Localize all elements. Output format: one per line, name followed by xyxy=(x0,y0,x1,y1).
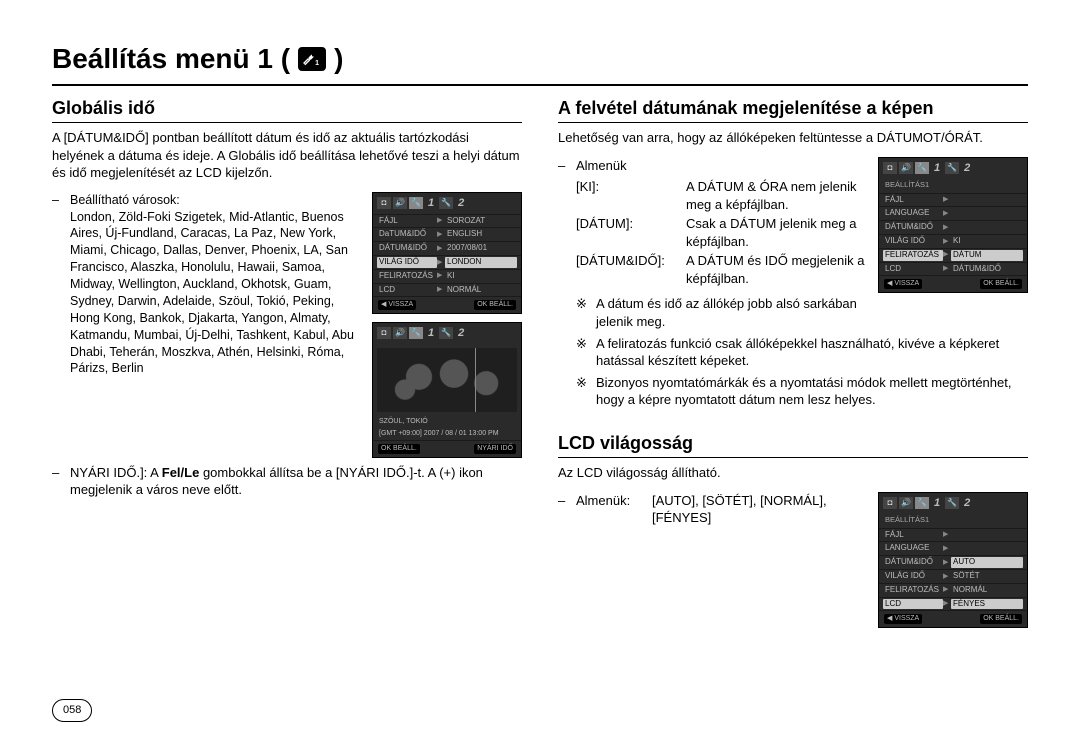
global-time-intro: A [DÁTUM&IDŐ] pontban beállított dátum é… xyxy=(52,129,522,182)
lcd-row: LCD▶FÉNYES xyxy=(879,597,1027,611)
page-title: Beállítás menü 1 ( 1 ) xyxy=(52,40,1028,86)
lcd-back: ◀ VISSZA xyxy=(884,279,922,288)
right-column: A felvétel dátumának megjelenítése a kép… xyxy=(558,96,1028,636)
definition-row: [KI]:A DÁTUM & ÓRA nem jelenik meg a kép… xyxy=(576,178,866,213)
lcd-ok: OK BEÁLL. xyxy=(980,614,1022,623)
lcd-row: VILÁG IDŐ▶KI xyxy=(879,234,1027,248)
lcd-screenshot-imprint: ◘ 🔊 🔧 1 🔧 2 BEÁLLÍTÁS1 FÁJL▶LANGUAGE▶DÁT… xyxy=(878,157,1028,293)
camera-mode-icon: ◘ xyxy=(883,162,897,174)
note-row: ※Bizonyos nyomtatómárkák és a nyomtatási… xyxy=(576,374,1028,409)
bright-submenu-vals: [AUTO], [SÖTÉT], [NORMÁL], [FÉNYES] xyxy=(652,492,866,527)
page-number: 058 xyxy=(52,699,92,722)
lcd-row: FELIRATOZÁS▶KI xyxy=(373,269,521,283)
tab-num-1: 1 xyxy=(425,326,437,341)
camera-mode-icon: ◘ xyxy=(377,327,391,339)
note-row: ※A dátum és idő az állókép jobb alsó sar… xyxy=(576,295,866,330)
lcd-screenshot-brightness: ◘ 🔊 🔧 1 🔧 2 BEÁLLÍTÁS1 FÁJL▶LANGUAGE▶DÁT… xyxy=(878,492,1028,628)
tab-num-2: 2 xyxy=(961,161,973,176)
lcd-back: ◀ VISSZA xyxy=(378,300,416,309)
map-dst: NYÁRI IDŐ xyxy=(474,444,516,453)
wrench2-tab-icon: 🔧 xyxy=(945,162,959,174)
wrench1-tab-icon: 🔧 xyxy=(915,162,929,174)
note-row: ※A feliratozás funkció csak állóképekkel… xyxy=(576,335,1028,370)
lcd-row: DÁTUM&IDŐ▶AUTO xyxy=(879,555,1027,569)
wrench1-tab-icon: 🔧 xyxy=(915,497,929,509)
lcd-row: FÁJL▶ xyxy=(879,528,1027,542)
tab-num-1: 1 xyxy=(425,196,437,211)
cities-list: London, Zöld-Foki Szigetek, Mid-Atlantic… xyxy=(70,209,364,378)
dst-text: NYÁRI IDŐ.]: A Fel/Le gombokkal állítsa … xyxy=(70,464,522,499)
section-global-time: Globális idő xyxy=(52,96,522,123)
map-gmt: [GMT +09:00] 2007 / 08 / 01 13:00 PM xyxy=(373,428,521,440)
lcd-row: FELIRATOZÁS▶NORMÁL xyxy=(879,583,1027,597)
lcd-row: VILÁG IDŐ▶LONDON xyxy=(373,255,521,269)
lcd-row: LCD▶DÁTUM&IDŐ xyxy=(879,262,1027,276)
lcd-screenshot-map: ◘ 🔊 🔧 1 🔧 2 SZÖUL, TOKIÓ [GMT +09:00] 20… xyxy=(372,322,522,458)
lcd-row: FELIRATOZÁS▶DÁTUM xyxy=(879,248,1027,262)
lcd-bright-intro: Az LCD világosság állítható. xyxy=(558,464,1028,482)
definition-row: [DÁTUM]:Csak a DÁTUM jelenik meg a képfá… xyxy=(576,215,866,250)
wrench1-tab-icon: 🔧 xyxy=(409,327,423,339)
wrench-icon: 1 xyxy=(298,47,326,71)
lcd-ok: OK BEÁLL. xyxy=(980,279,1022,288)
lcd-screenshot-worldtime: ◘ 🔊 🔧 1 🔧 2 FÁJL▶SOROZATDaTUM&IDŐ▶ENGLIS… xyxy=(372,192,522,314)
sound-icon: 🔊 xyxy=(899,497,913,509)
lcd-row: LANGUAGE▶ xyxy=(879,541,1027,555)
lcd-row: VILÁG IDŐ▶SÖTÉT xyxy=(879,569,1027,583)
tab-num-1: 1 xyxy=(931,161,943,176)
camera-mode-icon: ◘ xyxy=(377,197,391,209)
cities-label: Beállítható városok: xyxy=(70,192,364,209)
lcd-ok: OK BEÁLL. xyxy=(474,300,516,309)
dash: – xyxy=(52,192,64,378)
imprint-intro: Lehetőség van arra, hogy az állóképeken … xyxy=(558,129,1028,147)
map-ok: OK BEÁLL. xyxy=(378,444,420,453)
tab-num-2: 2 xyxy=(455,196,467,211)
sound-icon: 🔊 xyxy=(899,162,913,174)
lcd-row: DÁTUM&IDŐ▶2007/08/01 xyxy=(373,241,521,255)
lcd-subhead: BEÁLLÍTÁS1 xyxy=(879,178,1027,192)
tab-num-2: 2 xyxy=(455,326,467,341)
sound-icon: 🔊 xyxy=(393,327,407,339)
section-lcd-bright: LCD világosság xyxy=(558,431,1028,458)
lcd-row: DÁTUM&IDŐ▶ xyxy=(879,220,1027,234)
tab-num-2: 2 xyxy=(961,496,973,511)
lcd-subhead: BEÁLLÍTÁS1 xyxy=(879,513,1027,527)
bright-submenu-label: Almenük: xyxy=(576,492,646,527)
lcd-back: ◀ VISSZA xyxy=(884,614,922,623)
definition-row: [DÁTUM&IDŐ]:A DÁTUM és IDŐ megjelenik a … xyxy=(576,252,866,287)
dst-pre: NYÁRI IDŐ.]: A xyxy=(70,465,162,480)
wrench2-tab-icon: 🔧 xyxy=(439,197,453,209)
wrench2-tab-icon: 🔧 xyxy=(945,497,959,509)
tab-num-1: 1 xyxy=(931,496,943,511)
camera-mode-icon: ◘ xyxy=(883,497,897,509)
sound-icon: 🔊 xyxy=(393,197,407,209)
lcd-row: FÁJL▶SOROZAT xyxy=(373,214,521,228)
section-imprint: A felvétel dátumának megjelenítése a kép… xyxy=(558,96,1028,123)
lcd-row: LANGUAGE▶ xyxy=(879,206,1027,220)
wrench1-tab-icon: 🔧 xyxy=(409,197,423,209)
lcd-row: DaTUM&IDŐ▶ENGLISH xyxy=(373,227,521,241)
wrench2-tab-icon: 🔧 xyxy=(439,327,453,339)
dst-bold: Fel/Le xyxy=(162,465,200,480)
dash: – xyxy=(558,492,570,527)
dash: – xyxy=(52,464,64,499)
dash: – xyxy=(558,157,570,175)
world-map xyxy=(377,348,517,412)
title-close: ) xyxy=(334,40,343,78)
map-city: SZÖUL, TOKIÓ xyxy=(373,416,521,428)
left-column: Globális idő A [DÁTUM&IDŐ] pontban beáll… xyxy=(52,96,522,636)
title-text: Beállítás menü 1 ( xyxy=(52,40,290,78)
lcd-row: LCD▶NORMÁL xyxy=(373,283,521,297)
submenu-label: Almenük xyxy=(576,157,866,175)
lcd-row: FÁJL▶ xyxy=(879,193,1027,207)
